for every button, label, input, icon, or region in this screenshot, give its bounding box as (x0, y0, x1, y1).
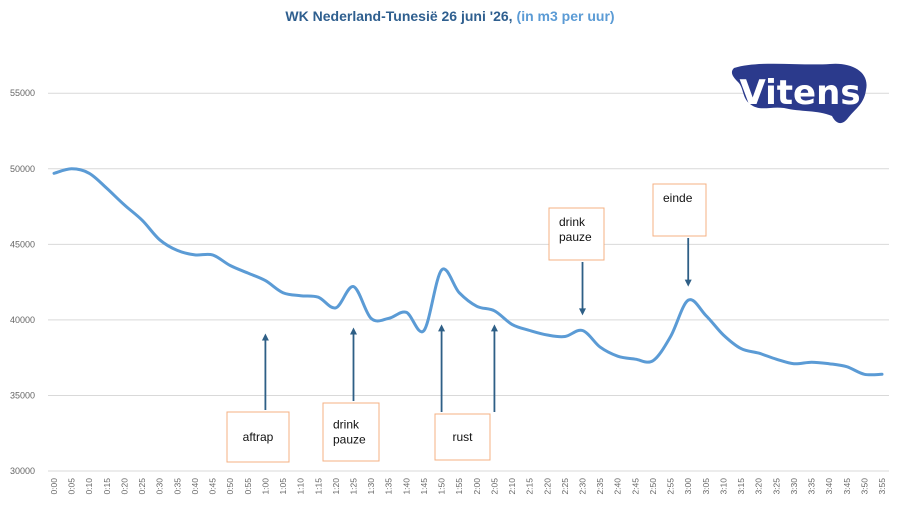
x-tick-label: 1:55 (454, 478, 464, 495)
x-tick-label: 0:55 (243, 478, 253, 495)
x-tick-label: 3:30 (789, 478, 799, 495)
annotation-arrowhead (349, 327, 357, 335)
x-tick-label: 0:00 (49, 478, 59, 495)
x-tick-label: 3:15 (736, 478, 746, 495)
x-tick-label: 1:05 (278, 478, 288, 495)
y-axis: 30000 35000 40000 45000 50000 55000 (10, 88, 35, 476)
x-tick-label: 1:10 (296, 478, 306, 495)
x-tick-label: 3:45 (842, 478, 852, 495)
series-line (52, 167, 884, 377)
annotation-box (652, 183, 707, 237)
annotation-label: drink (333, 418, 360, 432)
x-tick-label: 2:05 (489, 478, 499, 495)
x-tick-label: 0:25 (137, 478, 147, 495)
x-tick-label: 1:25 (348, 478, 358, 495)
x-tick-label: 0:40 (190, 478, 200, 495)
x-tick-label: 2:55 (666, 478, 676, 495)
chart-title-unit: (in m3 per uur) (517, 8, 615, 24)
x-tick-label: 0:10 (84, 478, 94, 495)
annotation-box (226, 411, 290, 463)
annotation-arrowhead (684, 279, 692, 287)
x-tick-label: 1:30 (366, 478, 376, 495)
y-tick-label: 40000 (10, 315, 35, 325)
x-tick-label: 2:00 (472, 478, 482, 495)
x-tick-label: 0:35 (172, 478, 182, 495)
x-tick-label: 3:55 (877, 478, 887, 495)
x-tick-label: 2:25 (560, 478, 570, 495)
chart-title: WK Nederland-Tunesië 26 juni '26, (in m3 … (285, 8, 614, 24)
gridlines (48, 92, 889, 472)
y-tick-label: 50000 (10, 164, 35, 174)
x-tick-label: 3:20 (754, 478, 764, 495)
x-tick-label: 3:35 (807, 478, 817, 495)
annotation-box (434, 413, 491, 461)
x-tick-label: 2:50 (648, 478, 658, 495)
y-tick-label: 35000 (10, 390, 35, 400)
x-tick-label: 0:45 (208, 478, 218, 495)
x-tick-label: 3:50 (859, 478, 869, 495)
annotation-label: einde (663, 191, 693, 205)
annotation-box (322, 402, 380, 462)
x-tick-label: 3:05 (701, 478, 711, 495)
annotation-arrowhead (490, 324, 498, 332)
x-tick-label: 2:30 (578, 478, 588, 495)
y-tick-label: 55000 (10, 88, 35, 98)
x-tick-label: 1:45 (419, 478, 429, 495)
annotation-label: drink (559, 215, 586, 229)
x-tick-label: 3:40 (824, 478, 834, 495)
annotation-label: rust (452, 430, 473, 444)
vitens-logo: Vitens (731, 63, 867, 124)
x-tick-label: 2:20 (542, 478, 552, 495)
x-tick-label: 1:20 (331, 478, 341, 495)
annotation-label: pauze (559, 230, 592, 244)
annotation-arrowhead (261, 333, 269, 341)
x-tick-label: 2:35 (595, 478, 605, 495)
x-tick-label: 1:40 (401, 478, 411, 495)
x-tick-label: 2:15 (525, 478, 535, 495)
x-tick-label: 0:50 (225, 478, 235, 495)
x-tick-label: 3:25 (771, 478, 781, 495)
annotation: einde (652, 183, 707, 287)
x-tick-label: 1:50 (437, 478, 447, 495)
y-tick-label: 45000 (10, 239, 35, 249)
chart-title-main: WK Nederland-Tunesië 26 juni '26, (285, 8, 512, 24)
annotation-label: aftrap (243, 430, 274, 444)
x-tick-label: 1:15 (313, 478, 323, 495)
annotation (490, 324, 498, 412)
annotation: aftrap (226, 333, 290, 463)
logo-text: Vitens (739, 73, 860, 113)
annotation-label: pauze (333, 433, 366, 447)
plot-area (52, 167, 884, 377)
x-axis: 0:00 0:05 0:10 0:15 0:20 0:25 0:30 0:35 0:40 0:45… (49, 478, 887, 495)
x-tick-label: 2:45 (630, 478, 640, 495)
annotation-arrowhead (579, 308, 587, 316)
x-tick-label: 0:15 (102, 478, 112, 495)
annotation-arrowhead (438, 324, 446, 332)
logo-shape (731, 63, 867, 124)
x-tick-label: 3:00 (683, 478, 693, 495)
y-tick-label: 30000 (10, 466, 35, 476)
x-tick-label: 1:00 (260, 478, 270, 495)
annotation-box (548, 207, 605, 261)
x-tick-label: 0:05 (67, 478, 77, 495)
x-tick-label: 2:10 (507, 478, 517, 495)
x-tick-label: 1:35 (384, 478, 394, 495)
x-tick-label: 2:40 (613, 478, 623, 495)
x-tick-label: 0:20 (119, 478, 129, 495)
annotation: rust (434, 324, 491, 461)
x-tick-label: 0:30 (155, 478, 165, 495)
x-tick-label: 3:10 (718, 478, 728, 495)
